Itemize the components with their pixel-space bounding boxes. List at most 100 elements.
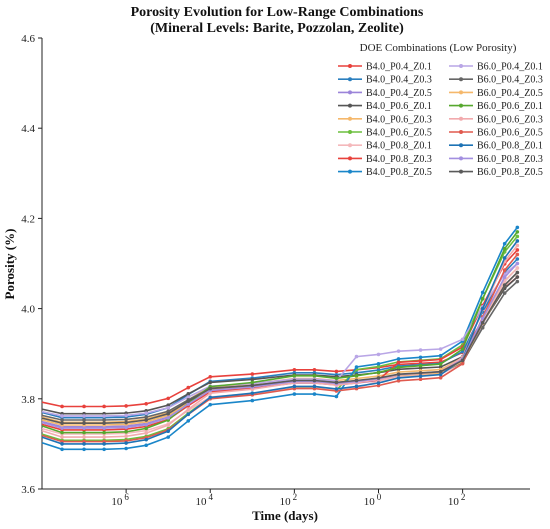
series-line <box>41 240 518 445</box>
y-tick-label: 4.4 <box>21 123 35 135</box>
legend-label: B4.0_P0.8_Z0.3 <box>366 154 432 165</box>
legend-swatch-marker <box>348 169 352 174</box>
series-line <box>41 271 518 426</box>
data-point <box>186 419 191 423</box>
legend-swatch-marker <box>459 103 463 108</box>
data-point <box>166 416 170 420</box>
data-point <box>292 367 297 372</box>
data-point <box>166 423 170 427</box>
legend-label: B4.0_P0.6_Z0.5 <box>366 128 432 139</box>
series-B4.0_P0.6_Z0.5 <box>41 234 520 443</box>
data-point <box>515 261 520 266</box>
data-point <box>354 373 359 378</box>
data-point <box>166 411 170 416</box>
legend-label: B6.0_P0.6_Z0.1 <box>477 101 543 112</box>
x-tick-exponent: 2 <box>293 492 298 502</box>
data-point <box>502 246 507 251</box>
data-point <box>418 359 423 363</box>
legend-swatch-marker <box>348 64 352 68</box>
x-tick-exponent: 2 <box>461 492 466 502</box>
series-B6.0_P0.4_Z0.1 <box>41 261 520 418</box>
data-point <box>82 442 86 446</box>
legend-item: B4.0_P0.4_Z0.3 <box>338 75 432 86</box>
y-axis-ticks: 3.6 3.8 4.0 4.2 4.4 4.6 <box>21 33 42 496</box>
data-point <box>312 367 317 372</box>
legend-item: B6.0_P0.6_Z0.3 <box>449 114 543 125</box>
legend-item: B6.0_P0.4_Z0.3 <box>449 75 543 86</box>
series-line <box>41 280 518 421</box>
series-B6.0_P0.6_Z0.5 <box>41 252 520 444</box>
data-point <box>376 352 381 357</box>
data-point <box>250 377 255 382</box>
series-B6.0_P0.8_Z0.1 <box>41 239 520 446</box>
y-tick-label: 4.2 <box>21 213 35 225</box>
data-point <box>60 442 64 446</box>
series-line <box>41 271 518 428</box>
data-point <box>480 306 485 311</box>
x-tick-label: 10 4 <box>195 492 213 508</box>
legend-swatch-marker <box>459 169 463 174</box>
data-point <box>102 430 106 435</box>
data-point <box>515 239 520 243</box>
data-point <box>186 407 191 411</box>
data-point <box>144 426 148 431</box>
data-point <box>460 337 465 342</box>
data-point <box>166 406 170 410</box>
data-point <box>334 380 339 385</box>
data-point <box>186 402 191 406</box>
data-point <box>502 241 507 246</box>
y-tick-label: 3.6 <box>21 484 35 496</box>
data-point <box>144 415 148 419</box>
data-point <box>334 394 339 399</box>
series-B4.0_P0.4_Z0.5 <box>41 270 520 429</box>
data-point <box>250 380 255 385</box>
data-point <box>515 243 520 248</box>
data-point <box>354 378 359 383</box>
data-point <box>124 425 128 430</box>
data-point <box>124 420 128 425</box>
x-tick-base: 10 <box>280 496 292 508</box>
data-point <box>418 348 423 352</box>
legend-swatch-marker <box>348 130 352 134</box>
legend-label: B6.0_P0.4_Z0.3 <box>477 75 543 86</box>
data-point <box>354 354 359 359</box>
data-point <box>515 270 520 275</box>
data-point <box>208 402 213 407</box>
data-point <box>376 370 381 375</box>
legend-label: B4.0_P0.6_Z0.1 <box>366 101 432 112</box>
series-line <box>41 231 518 434</box>
legend-swatch-marker <box>348 77 352 82</box>
legend-label: B6.0_P0.6_Z0.5 <box>477 128 543 139</box>
data-point <box>515 230 520 234</box>
data-point <box>60 421 64 425</box>
data-point <box>515 279 520 284</box>
data-point <box>480 316 485 321</box>
data-point <box>124 429 128 434</box>
legend-item: B6.0_P0.6_Z0.1 <box>449 101 543 112</box>
data-point <box>250 372 255 376</box>
legend-item: B6.0_P0.4_Z0.1 <box>449 62 543 73</box>
data-point <box>312 384 317 389</box>
data-point <box>60 435 64 439</box>
x-tick-base: 10 <box>111 496 123 508</box>
legend-label: B4.0_P0.8_Z0.1 <box>366 141 432 152</box>
data-point <box>186 412 191 417</box>
x-tick-base: 10 <box>364 496 376 508</box>
legend-swatch-marker <box>459 64 463 68</box>
data-point <box>354 384 359 389</box>
legend-swatch-marker <box>348 116 352 121</box>
legend-label: B4.0_P0.8_Z0.5 <box>366 167 432 178</box>
x-tick-exponent: 4 <box>208 492 213 502</box>
y-axis-label: Porosity (%) <box>2 229 17 300</box>
data-point <box>334 387 339 391</box>
data-point <box>480 290 485 295</box>
legend-label: B4.0_P0.4_Z0.3 <box>366 75 432 86</box>
data-point <box>124 434 128 439</box>
legend-item: B4.0_P0.6_Z0.5 <box>338 128 432 139</box>
data-point <box>208 380 213 385</box>
data-point <box>166 429 170 434</box>
data-point <box>376 364 381 369</box>
data-point <box>102 404 106 409</box>
data-point <box>334 369 339 374</box>
data-point <box>102 447 106 452</box>
